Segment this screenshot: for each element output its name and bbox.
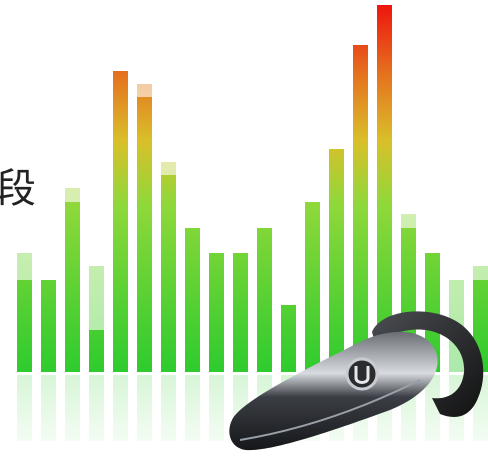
bar xyxy=(65,202,80,372)
bar xyxy=(233,253,248,372)
bar xyxy=(161,175,176,372)
highlight xyxy=(239,379,421,441)
bar xyxy=(377,5,392,372)
bar-ghost xyxy=(65,188,80,202)
bar-ghost xyxy=(89,266,104,330)
bar-ghost xyxy=(161,162,176,175)
bar xyxy=(113,71,128,372)
button xyxy=(345,357,379,391)
bar xyxy=(41,280,56,372)
button-logo xyxy=(354,366,370,384)
bar-ghost xyxy=(137,84,152,97)
bar xyxy=(137,97,152,372)
bar xyxy=(209,253,224,372)
bar xyxy=(89,330,104,372)
headset xyxy=(229,311,484,451)
bar xyxy=(281,305,296,372)
bar xyxy=(257,228,272,372)
bar xyxy=(185,228,200,372)
bar xyxy=(329,149,344,372)
ear-hook xyxy=(372,311,484,417)
bar xyxy=(17,280,32,372)
bar xyxy=(305,202,320,372)
bar-ghost xyxy=(401,214,416,228)
bar-ghost xyxy=(473,266,488,280)
caption-text: 段 xyxy=(0,166,36,212)
headset-body xyxy=(229,331,438,451)
bar-ghost xyxy=(17,253,32,280)
bar xyxy=(353,45,368,372)
